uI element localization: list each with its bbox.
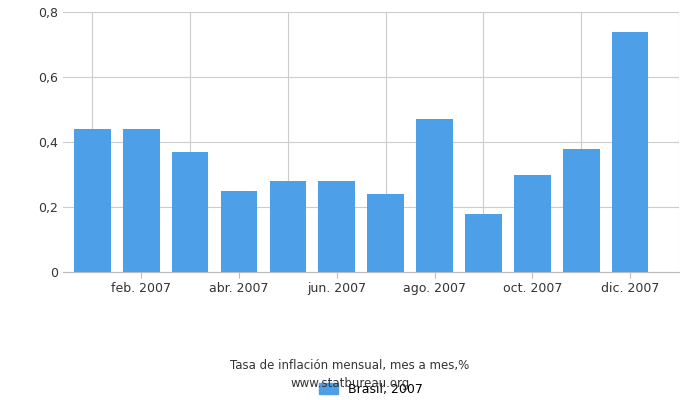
Bar <box>514 174 551 272</box>
Bar <box>563 148 600 272</box>
Bar <box>270 181 306 272</box>
Bar <box>612 32 648 272</box>
Bar <box>416 119 453 272</box>
Bar <box>368 194 404 272</box>
Bar <box>220 191 258 272</box>
Text: Tasa de inflación mensual, mes a mes,%: Tasa de inflación mensual, mes a mes,% <box>230 360 470 372</box>
Bar <box>465 214 502 272</box>
Bar <box>74 129 111 272</box>
Bar <box>123 129 160 272</box>
Text: www.statbureau.org: www.statbureau.org <box>290 378 410 390</box>
Bar <box>318 181 355 272</box>
Legend: Brasil, 2007: Brasil, 2007 <box>314 378 428 400</box>
Bar <box>172 152 209 272</box>
